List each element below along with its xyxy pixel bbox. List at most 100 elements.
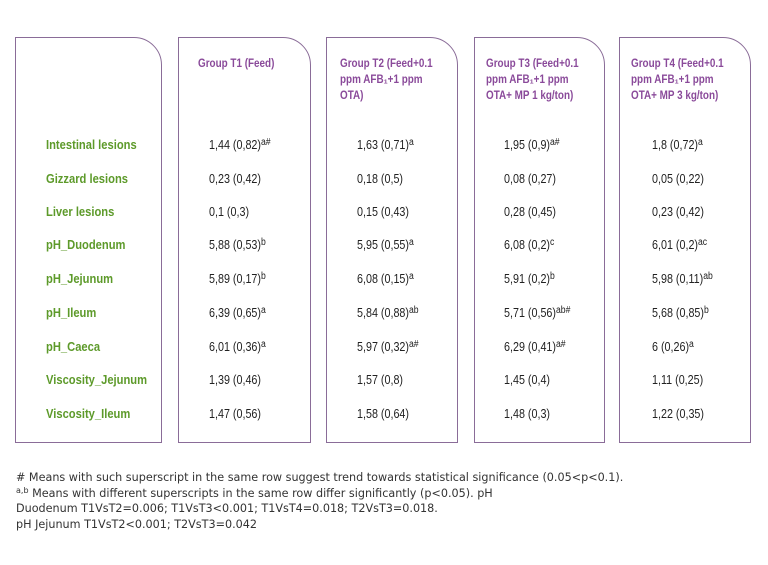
cell-superscript: ab [409, 305, 419, 316]
cell-value: 0,08 (0,27) [504, 172, 557, 186]
cell-superscript: ac [698, 237, 708, 248]
cell-superscript: b [550, 271, 555, 282]
cell-superscript: a# [556, 339, 566, 350]
table-cell: 1,63 (0,71)a [357, 137, 414, 153]
column-header-t3: Group T3 (Feed+0.1 ppm AFB₁+1 ppm OTA+ MP … [486, 56, 606, 104]
table-cell: 6,08 (0,2)c [504, 238, 554, 253]
table-cell: 1,57 (0,8) [357, 373, 403, 387]
cell-value: 1,47 (0,56) [209, 407, 262, 421]
cell-value: 6 (0,26) [652, 340, 690, 354]
cell-value: 0,15 (0,43) [357, 205, 410, 219]
cell-superscript: a# [550, 137, 560, 148]
table-cell: 5,95 (0,55)a [357, 237, 414, 253]
column-header-t1: Group T1 (Feed) [198, 56, 318, 72]
cell-value: 6,29 (0,41) [504, 340, 557, 354]
table-cell: 5,84 (0,88)ab [357, 305, 419, 321]
table-cell: 1,11 (0,25) [652, 373, 703, 387]
cell-superscript: b [261, 271, 266, 282]
cell-value: 5,95 (0,55) [357, 238, 410, 252]
table-cell: 1,45 (0,4) [504, 373, 550, 387]
table-cell: 5,71 (0,56)ab# [504, 305, 571, 321]
footnote-duodenum: Duodenum T1VsT2=0.006; T1VsT3<0.001; T1V… [16, 502, 438, 515]
row-label: Intestinal lesions [46, 137, 137, 152]
row-label: Viscosity_Ileum [46, 406, 131, 421]
column-header-line: ppm AFB₁+1 ppm [486, 74, 569, 86]
cell-value: 6,01 (0,36) [209, 340, 262, 354]
table-cell: 5,98 (0,11)ab [652, 271, 713, 287]
row-label: pH_Duodenum [46, 237, 126, 252]
cell-value: 1,8 (0,72) [652, 138, 699, 152]
cell-value: 1,57 (0,8) [357, 373, 404, 387]
table-cell: 6,39 (0,65)a [209, 305, 266, 321]
column-header-t4: Group T4 (Feed+0.1 ppm AFB₁+1 ppm OTA+ MP … [631, 56, 751, 104]
cell-value: 5,68 (0,85) [652, 306, 705, 320]
cell-superscript: ab [703, 271, 713, 282]
cell-value: 1,22 (0,35) [652, 407, 705, 421]
cell-value: 1,95 (0,9) [504, 138, 551, 152]
table-cell: 5,91 (0,2)b [504, 271, 555, 287]
cell-value: 0,05 (0,22) [652, 172, 705, 186]
footnote-superscript: a,b [16, 485, 29, 495]
footnote-significance: a,b Means with different superscripts in… [16, 486, 756, 502]
cell-value: 1,11 (0,25) [652, 373, 704, 387]
cell-value: 0,18 (0,5) [357, 172, 404, 186]
column-panel-t4 [619, 37, 751, 443]
table-cell: 0,18 (0,5) [357, 172, 403, 186]
cell-superscript: a [409, 137, 414, 148]
cell-value: 1,63 (0,71) [357, 138, 410, 152]
table-cell: 1,8 (0,72)a [652, 137, 703, 153]
cell-value: 0,28 (0,45) [504, 205, 557, 219]
row-label-panel [15, 37, 162, 443]
table-cell: 6,01 (0,36)a [209, 339, 266, 355]
footnote-significance-text: Means with different superscripts in the… [28, 486, 493, 500]
column-header-line: Group T1 (Feed) [198, 58, 275, 70]
cell-superscript: a# [261, 137, 271, 148]
cell-value: 5,91 (0,2) [504, 272, 551, 286]
cell-superscript: a [409, 271, 414, 282]
table-cell: 5,88 (0,53)b [209, 237, 266, 253]
cell-value: 5,84 (0,88) [357, 306, 410, 320]
column-header-line: ppm AFB₁+1 ppm [340, 74, 423, 86]
table-cell: 6 (0,26)a [652, 339, 694, 355]
table-cell: 1,95 (0,9)a# [504, 137, 560, 153]
footnotes: # Means with such superscript in the sam… [16, 470, 756, 532]
cell-superscript: b [704, 305, 709, 316]
cell-value: 5,89 (0,17) [209, 272, 262, 286]
cell-value: 0,23 (0,42) [652, 205, 705, 219]
cell-value: 0,23 (0,42) [209, 172, 262, 186]
row-label: pH_Ileum [46, 305, 97, 320]
column-panel-t1 [178, 37, 311, 443]
column-header-line: Group T4 (Feed+0.1 [631, 58, 724, 70]
cell-value: 1,45 (0,4) [504, 373, 551, 387]
cell-superscript: a [261, 339, 266, 350]
table-cell: 6,29 (0,41)a# [504, 339, 566, 355]
table-cell: 5,89 (0,17)b [209, 271, 266, 287]
row-label: pH_Caeca [46, 339, 101, 354]
cell-value: 5,98 (0,11) [652, 272, 704, 286]
cell-superscript: b [261, 237, 266, 248]
table-cell: 0,15 (0,43) [357, 205, 409, 219]
table-cell: 5,97 (0,32)a# [357, 340, 419, 355]
table-cell: 1,58 (0,64) [357, 407, 409, 421]
cell-superscript: a [261, 305, 266, 316]
column-header-line: OTA+ MP 1 kg/ton) [486, 90, 574, 102]
cell-value: 5,88 (0,53) [209, 238, 262, 252]
column-header-line: OTA) [340, 90, 364, 102]
table-cell: 0,23 (0,42) [209, 172, 261, 186]
column-header-line: Group T2 (Feed+0.1 [340, 58, 433, 70]
cell-superscript: a [689, 339, 694, 350]
cell-superscript: a [698, 137, 703, 148]
table-cell: 5,68 (0,85)b [652, 305, 709, 321]
column-header-line: Group T3 (Feed+0.1 [486, 58, 579, 70]
column-panel-t3 [474, 37, 605, 443]
cell-value: 6,39 (0,65) [209, 306, 262, 320]
cell-value: 1,48 (0,3) [504, 407, 551, 421]
table-cell: 1,47 (0,56) [209, 407, 261, 421]
cell-superscript: ab# [556, 305, 571, 316]
table-cell: 6,01 (0,2)ac [652, 237, 708, 253]
table-cell: 0,28 (0,45) [504, 205, 556, 219]
cell-superscript: a [409, 237, 414, 248]
row-label: Viscosity_Jejunum [46, 372, 148, 387]
column-panel-t2 [326, 37, 458, 443]
table-cell: 1,22 (0,35) [652, 407, 704, 421]
